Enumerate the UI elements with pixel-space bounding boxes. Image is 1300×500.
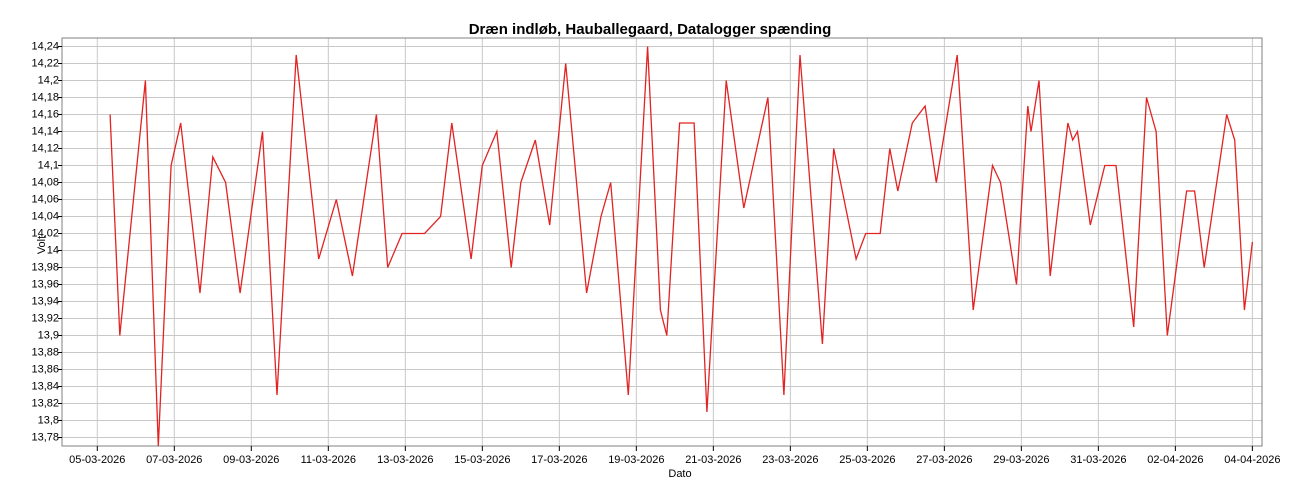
y-axis-label: Volt <box>36 236 48 254</box>
y-tick-label: 13,88 <box>31 346 59 358</box>
x-tick-label: 21-03-2026 <box>685 454 741 466</box>
y-tick-label: 13,92 <box>31 312 59 324</box>
y-tick-label: 13,84 <box>31 380 59 392</box>
x-tick-label: 17-03-2026 <box>531 454 587 466</box>
data-line <box>109 46 1254 447</box>
y-tick-label: 13,82 <box>31 397 59 409</box>
y-tick-label: 13,9 <box>38 329 59 341</box>
x-tick-label: 13-03-2026 <box>377 454 433 466</box>
chart-title: Dræn indløb, Hauballegaard, Datalogger s… <box>469 21 832 38</box>
y-tick-label: 14,08 <box>31 176 59 188</box>
y-tick-label: 13,8 <box>38 414 59 426</box>
y-tick-label: 14,06 <box>31 193 59 205</box>
y-tick-label: 14,14 <box>31 125 59 137</box>
y-tick-label: 14,02 <box>31 227 59 239</box>
x-tick-label: 07-03-2026 <box>146 454 202 466</box>
y-tick-label: 14,22 <box>31 57 59 69</box>
y-tick-label: 14,12 <box>31 142 59 154</box>
x-tick-label: 15-03-2026 <box>454 454 510 466</box>
y-tick-label: 14,16 <box>31 108 59 120</box>
x-tick-label: 27-03-2026 <box>916 454 972 466</box>
y-tick-label: 13,86 <box>31 363 59 375</box>
y-tick-label: 14,18 <box>31 91 59 103</box>
y-tick-label: 13,96 <box>31 278 59 290</box>
x-tick-label: 25-03-2026 <box>839 454 895 466</box>
y-tick-label: 14,24 <box>31 40 59 52</box>
y-tick-label: 13,94 <box>31 295 59 307</box>
x-tick-label: 05-03-2026 <box>69 454 125 466</box>
x-tick-label: 31-03-2026 <box>1070 454 1126 466</box>
x-tick-label: 23-03-2026 <box>762 454 818 466</box>
x-tick-label: 04-04-2026 <box>1224 454 1280 466</box>
x-tick-label: 02-04-2026 <box>1147 454 1203 466</box>
y-tick-label: 13,98 <box>31 261 59 273</box>
x-tick-label: 19-03-2026 <box>608 454 664 466</box>
y-tick-label: 13,78 <box>31 431 59 443</box>
y-tick-label: 14,04 <box>31 210 59 222</box>
x-tick-label: 09-03-2026 <box>223 454 279 466</box>
x-tick-label: 11-03-2026 <box>301 454 356 466</box>
y-tick-label: 14,1 <box>38 159 59 171</box>
y-tick-label: 14,2 <box>38 74 59 86</box>
x-tick-label: 29-03-2026 <box>993 454 1049 466</box>
plot-frame <box>61 37 1263 447</box>
y-tick-label: 14 <box>47 244 59 256</box>
x-axis-label: Dato <box>668 468 691 480</box>
